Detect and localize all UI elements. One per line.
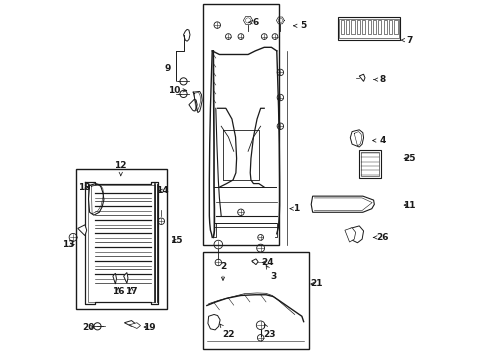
Text: 26: 26 xyxy=(373,233,388,242)
Text: 1: 1 xyxy=(289,204,299,213)
Text: 6: 6 xyxy=(248,18,258,27)
Text: 13: 13 xyxy=(62,240,75,249)
Bar xyxy=(346,21,348,34)
Bar xyxy=(367,21,370,34)
Text: 17: 17 xyxy=(125,287,138,296)
Text: 8: 8 xyxy=(373,75,385,84)
Polygon shape xyxy=(359,74,364,81)
Bar xyxy=(361,152,378,176)
Bar xyxy=(362,21,365,34)
Text: 11: 11 xyxy=(403,201,415,210)
Bar xyxy=(388,21,391,34)
Text: 21: 21 xyxy=(309,279,322,288)
Text: 10: 10 xyxy=(168,86,186,95)
Polygon shape xyxy=(129,323,140,328)
Polygon shape xyxy=(310,196,373,212)
Polygon shape xyxy=(344,228,355,242)
Text: 20: 20 xyxy=(82,323,95,332)
Polygon shape xyxy=(124,320,135,326)
Text: 4: 4 xyxy=(372,136,385,145)
Text: 19: 19 xyxy=(143,323,156,332)
Text: 14: 14 xyxy=(155,186,168,195)
Polygon shape xyxy=(123,273,128,283)
Text: 24: 24 xyxy=(261,258,274,267)
Text: 5: 5 xyxy=(293,21,305,30)
Text: 2: 2 xyxy=(220,262,225,280)
Text: 3: 3 xyxy=(265,266,276,281)
Bar xyxy=(351,21,354,34)
Bar xyxy=(383,21,386,34)
Text: 23: 23 xyxy=(263,324,275,339)
Bar xyxy=(339,19,398,39)
Polygon shape xyxy=(348,226,363,243)
Bar xyxy=(203,252,308,348)
Bar xyxy=(340,21,343,34)
Text: 9: 9 xyxy=(164,64,170,73)
Text: 25: 25 xyxy=(403,154,415,163)
Polygon shape xyxy=(183,30,190,41)
Polygon shape xyxy=(188,99,197,111)
Bar xyxy=(372,21,375,34)
Bar xyxy=(394,21,397,34)
Bar xyxy=(76,169,167,309)
Text: 22: 22 xyxy=(220,324,234,339)
Bar xyxy=(337,17,400,40)
Polygon shape xyxy=(251,259,258,265)
Polygon shape xyxy=(349,130,363,147)
Polygon shape xyxy=(113,273,116,284)
Text: 16: 16 xyxy=(112,287,124,296)
Bar xyxy=(203,4,278,244)
Bar xyxy=(356,21,359,34)
Bar xyxy=(359,149,380,178)
Polygon shape xyxy=(78,225,86,235)
Text: 15: 15 xyxy=(170,237,182,246)
Bar xyxy=(378,21,381,34)
Text: 7: 7 xyxy=(400,36,412,45)
Polygon shape xyxy=(207,315,220,330)
Text: 12: 12 xyxy=(114,161,127,176)
Text: 18: 18 xyxy=(78,183,91,192)
